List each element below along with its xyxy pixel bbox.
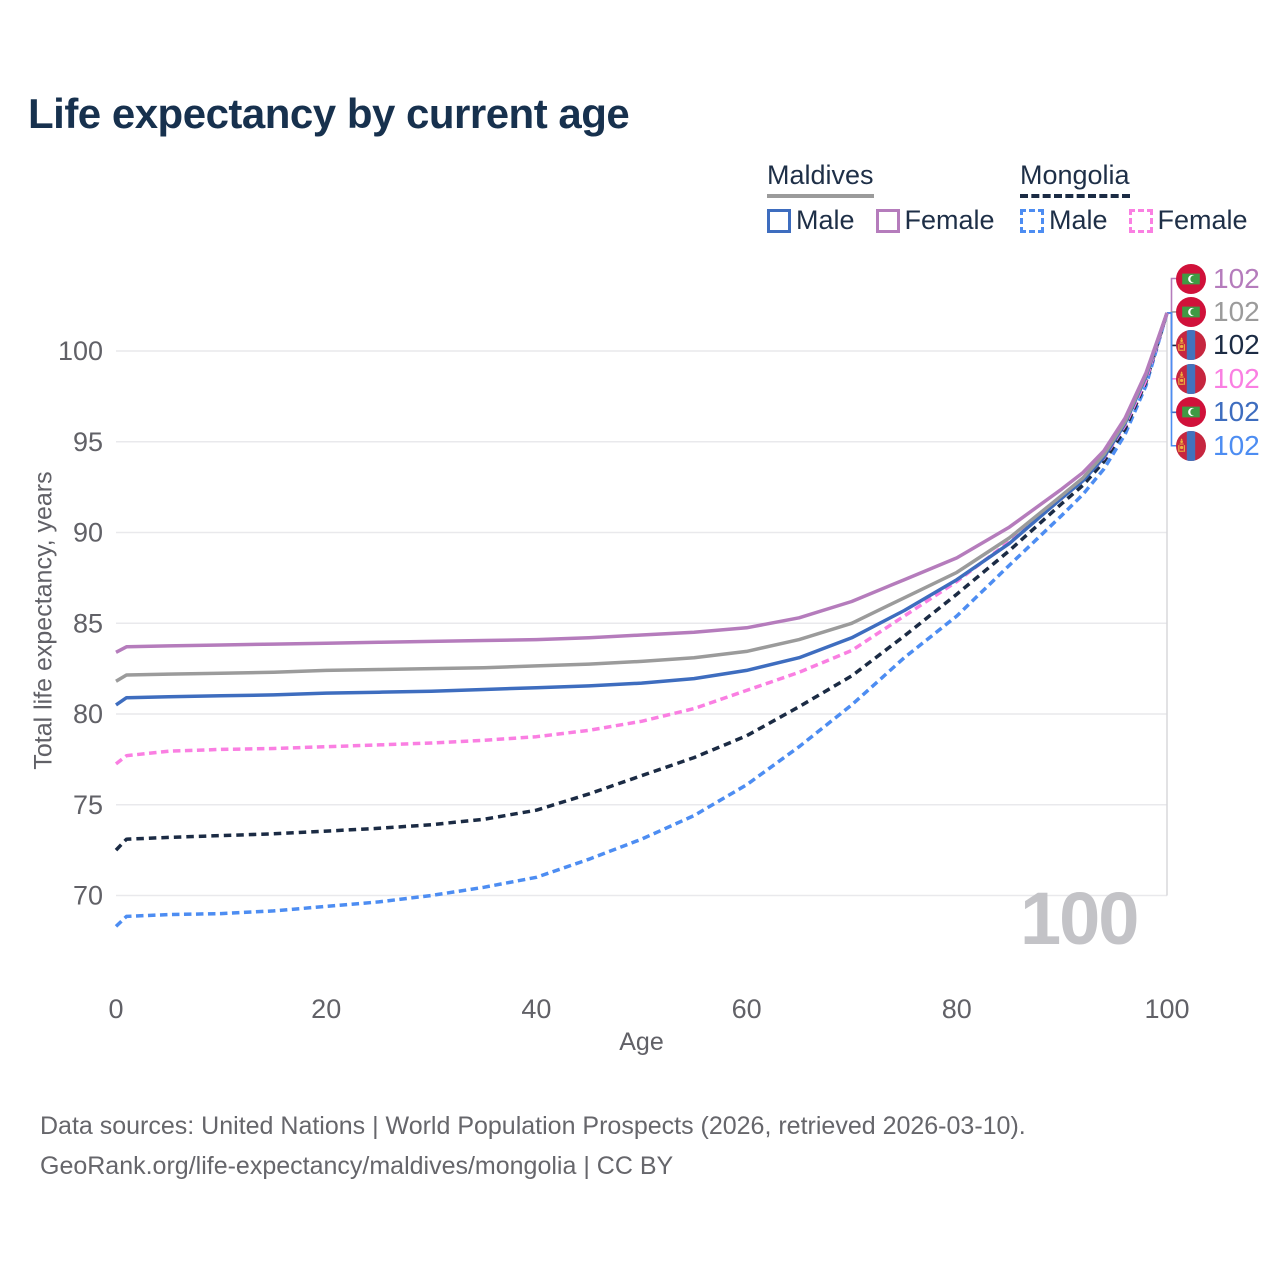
y-tick-label-90: 90 <box>73 518 103 548</box>
mongolia-flag-icon <box>1176 364 1206 394</box>
end-label-value: 102 <box>1213 262 1260 294</box>
series-line-maldives-male[interactable] <box>115 312 1169 707</box>
maldives-flag-icon <box>1176 297 1206 327</box>
legend-country-label: Mongolia <box>1020 160 1130 190</box>
end-label-mongolia-female: 102 <box>1176 362 1260 395</box>
x-tick-label-20: 20 <box>311 994 341 1024</box>
legend-group-maldives: Maldives Male Female <box>767 160 1016 236</box>
series-line-maldives-female[interactable] <box>115 312 1169 654</box>
legend-group-mongolia: Mongolia Male Female <box>1020 160 1269 236</box>
legend-item-maldives-female[interactable]: Female <box>875 205 995 236</box>
end-label-value: 102 <box>1213 295 1260 327</box>
mongolia-flag-icon <box>1176 330 1206 360</box>
end-label-mongolia-total: 102 <box>1176 329 1260 362</box>
legend-item-maldives-male[interactable]: Male <box>767 205 855 236</box>
legend-country-label: Maldives <box>767 160 874 190</box>
legend-swatch-maldives-female <box>875 208 900 233</box>
x-tick-label-100: 100 <box>1144 994 1189 1024</box>
y-tick-label-85: 85 <box>73 608 103 638</box>
legend-item-label: Female <box>1157 205 1248 235</box>
y-tick-label-80: 80 <box>73 699 103 729</box>
footer: Data sources: United Nations | World Pop… <box>40 1106 1026 1186</box>
footer-source-line: Data sources: United Nations | World Pop… <box>40 1112 1026 1140</box>
end-label-value: 102 <box>1213 362 1260 394</box>
page-title: Life expectancy by current age <box>28 90 630 137</box>
series-line-mongolia-male[interactable] <box>114 312 1169 928</box>
end-label-maldives-total: 102 <box>1176 295 1260 328</box>
x-tick-label-60: 60 <box>732 994 762 1024</box>
label-connector-mongolia-male <box>1167 312 1177 447</box>
y-tick-label-75: 75 <box>73 790 103 820</box>
series-line-mongolia-total[interactable] <box>114 312 1169 852</box>
y-tick-label-70: 70 <box>73 881 103 911</box>
legend-item-label: Female <box>904 205 995 235</box>
legend-item-mongolia-male[interactable]: Male <box>1020 205 1108 236</box>
y-tick-label-95: 95 <box>73 427 103 457</box>
mongolia-flag-icon <box>1176 431 1206 461</box>
legend-swatch-mongolia-female <box>1128 208 1153 233</box>
x-axis-title: Age <box>619 1028 664 1056</box>
legend-country-maldives[interactable]: Maldives <box>767 160 874 198</box>
footer-attribution-line: GeoRank.org/life-expectancy/maldives/mon… <box>40 1152 674 1180</box>
legend-line-sample-solid <box>767 194 874 198</box>
end-label-maldives-male: 102 <box>1176 396 1260 429</box>
legend-item-mongolia-female[interactable]: Female <box>1128 205 1248 236</box>
legend-swatch-mongolia-male <box>1020 208 1044 233</box>
maldives-flag-icon <box>1176 264 1206 294</box>
hover-age-watermark: 100 <box>1020 877 1139 960</box>
y-tick-label-100: 100 <box>58 336 103 366</box>
legend-line-sample-dashed <box>1020 194 1130 198</box>
maldives-flag-icon <box>1176 397 1206 427</box>
end-label-maldives-female: 102 <box>1176 262 1260 295</box>
series-line-maldives-total[interactable] <box>115 312 1169 683</box>
end-label-value: 102 <box>1213 396 1260 428</box>
x-tick-label-40: 40 <box>521 994 551 1024</box>
legend-item-label: Male <box>1049 205 1108 235</box>
legend-item-label: Male <box>796 205 855 235</box>
series-line-mongolia-female[interactable] <box>114 312 1169 766</box>
legend-swatch-maldives-male <box>767 208 791 233</box>
x-tick-label-80: 80 <box>942 994 972 1024</box>
end-label-value: 102 <box>1213 329 1260 361</box>
end-label-mongolia-male: 102 <box>1176 429 1260 462</box>
y-axis-title: Total life expectancy, years <box>29 471 58 770</box>
x-tick-label-0: 0 <box>108 994 123 1024</box>
end-label-value: 102 <box>1213 429 1260 461</box>
legend-country-mongolia[interactable]: Mongolia <box>1020 160 1130 198</box>
